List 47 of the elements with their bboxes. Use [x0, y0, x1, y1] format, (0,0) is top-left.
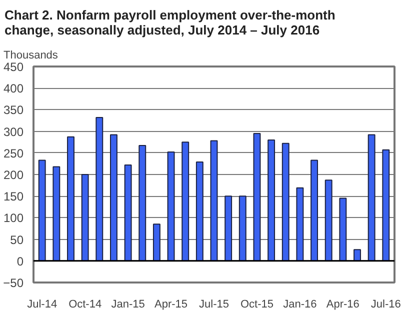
x-tick-label: Jul-14: [27, 298, 58, 310]
y-tick-label: 450: [3, 60, 24, 74]
y-tick-label: 100: [3, 211, 24, 226]
bar: [67, 136, 74, 262]
bar: [368, 134, 376, 262]
x-tick-label: Apr-15: [154, 298, 188, 310]
y-tick-label: 350: [3, 103, 24, 118]
x-tick-label: Oct-15: [240, 298, 274, 310]
bar: [138, 145, 146, 262]
bar: [253, 132, 261, 262]
y-tick-label: 50: [10, 232, 24, 247]
y-tick-label: −50: [3, 276, 24, 290]
bar: [38, 160, 46, 262]
bar: [196, 161, 204, 262]
x-tick-label: Jan-15: [111, 298, 145, 310]
chart-title: Chart 2. Nonfarm payroll employment over-the-month change, seasonally adjusted, July 2014 – July 2016: [4, 8, 336, 38]
x-tick-label: Jul-15: [199, 298, 229, 310]
bar: [324, 180, 332, 262]
bar: [238, 196, 246, 262]
bar: [182, 142, 190, 262]
bar: [296, 187, 304, 262]
bar: [268, 139, 276, 262]
y-tick-label: 150: [3, 190, 24, 204]
bar: [310, 160, 318, 262]
bar: [224, 196, 232, 262]
bar: [282, 142, 290, 262]
bar: [382, 149, 390, 262]
bar: [52, 166, 60, 262]
y-tick-label: 400: [3, 82, 24, 96]
bar: [81, 174, 89, 262]
y-tick-label: 0: [16, 254, 24, 268]
bar: [96, 116, 104, 262]
x-tick-label: Jul-16: [370, 298, 401, 310]
bar: [339, 198, 347, 262]
bar: [152, 224, 160, 262]
y-tick-label: 250: [3, 146, 24, 160]
bar: [210, 140, 218, 262]
bar: [124, 164, 132, 262]
bar: [167, 152, 175, 262]
x-tick-label: Oct-14: [68, 298, 102, 310]
bar: [354, 249, 361, 262]
x-tick-label: Jan-16: [283, 298, 317, 310]
y-axis-title: Thousands: [4, 50, 58, 62]
x-tick-label: Apr-16: [326, 298, 360, 310]
y-tick-label: 200: [3, 168, 24, 182]
y-tick-label: 300: [3, 124, 24, 139]
bar: [110, 134, 118, 262]
